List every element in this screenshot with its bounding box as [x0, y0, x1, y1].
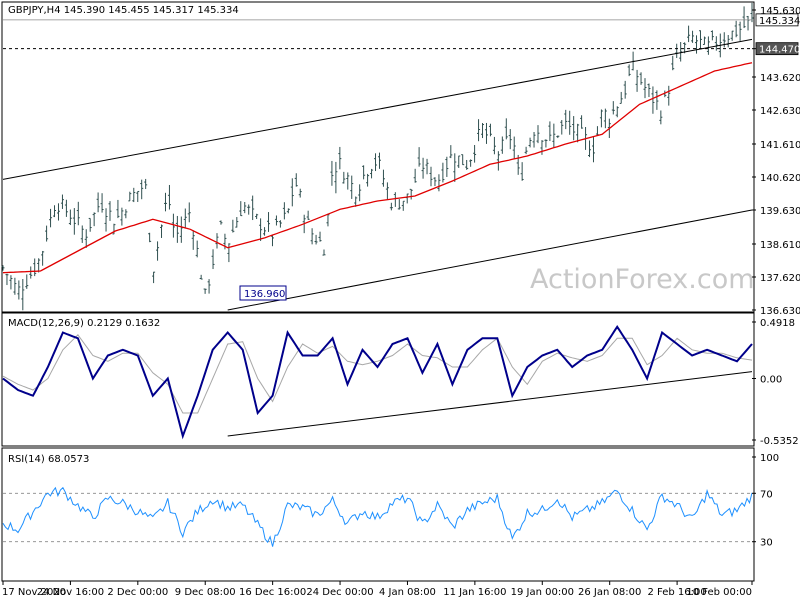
x-tick-label: 10 Feb 00:00: [686, 587, 752, 598]
macd-layer: [2, 324, 753, 440]
moving-average-line: [2, 62, 753, 274]
macd-y-tick-label: -0.5352: [760, 436, 799, 447]
rsi-title: RSI(14) 68.0573: [8, 454, 89, 465]
macd-pane: [1, 312, 755, 447]
price-y-tick-label: 145.630: [760, 6, 800, 17]
channel-upper-line: [2, 38, 753, 180]
macd-y-tick-label: 0.00: [760, 375, 782, 386]
rsi-y-tick-label: 30: [760, 538, 773, 549]
rsi-y-tick-label: 70: [760, 489, 773, 500]
macd-y-tick-label: 0.4918: [760, 318, 795, 329]
x-tick-label: 11 Jan 16:00: [443, 587, 506, 598]
x-tick-label: 9 Dec 08:00: [175, 587, 236, 598]
price-layer: 136.960: [1, 2, 754, 311]
x-tick-label: 17 Nov 2020: [2, 587, 66, 598]
price-y-tick-label: 140.620: [760, 173, 800, 184]
macd-title: MACD(12,26,9) 0.2129 0.1632: [8, 318, 160, 329]
rsi-layer: [2, 486, 753, 547]
x-tick-label: 2 Dec 00:00: [107, 587, 168, 598]
price-y-tick-label: 138.610: [760, 240, 800, 251]
axis-layer: 145.630 143.620 142.630 141.610 140.620 139.6…: [2, 6, 800, 598]
low-annotation-label: 136.960: [244, 289, 285, 300]
price-tag-box: [755, 13, 799, 27]
price-y-tick-label: 142.630: [760, 106, 800, 117]
price-y-tick-label: 143.620: [760, 73, 800, 84]
macd-line: [2, 324, 753, 440]
x-tick-label: 16 Dec 16:00: [239, 587, 306, 598]
x-tick-label: 19 Jan 00:00: [511, 587, 574, 598]
x-tick-label: 2 Feb 16:00: [647, 587, 706, 598]
low-annotation-box: [239, 285, 287, 301]
macd-signal-line: [2, 334, 753, 414]
rsi-pane: [1, 447, 755, 582]
macd-trendline: [227, 371, 753, 437]
x-tick-label: 24 Nov 16:00: [37, 587, 104, 598]
x-tick-label: 4 Jan 08:00: [379, 587, 436, 598]
rsi-line: [2, 486, 753, 547]
price-y-tick-label: 139.630: [760, 206, 800, 217]
price-y-tick-label: 136.630: [760, 306, 800, 317]
x-tick-label: 24 Dec 00:00: [306, 587, 373, 598]
price-pane: [1, 1, 755, 313]
price-y-tick-label: 137.620: [760, 273, 800, 284]
channel-lower-line: [227, 209, 753, 311]
rsi-y-tick-label: 100: [760, 453, 779, 464]
price-tag-label: 145.334: [759, 16, 800, 27]
price-y-tick-label: 141.610: [760, 140, 800, 151]
price-tag-box: [755, 42, 799, 56]
watermark: ActionForex.com: [530, 264, 755, 295]
price-tag-label: 144.470: [759, 45, 800, 56]
price-title: GBPJPY,H4 145.390 145.455 145.317 145.33…: [8, 5, 239, 16]
x-tick-label: 26 Jan 08:00: [578, 587, 641, 598]
